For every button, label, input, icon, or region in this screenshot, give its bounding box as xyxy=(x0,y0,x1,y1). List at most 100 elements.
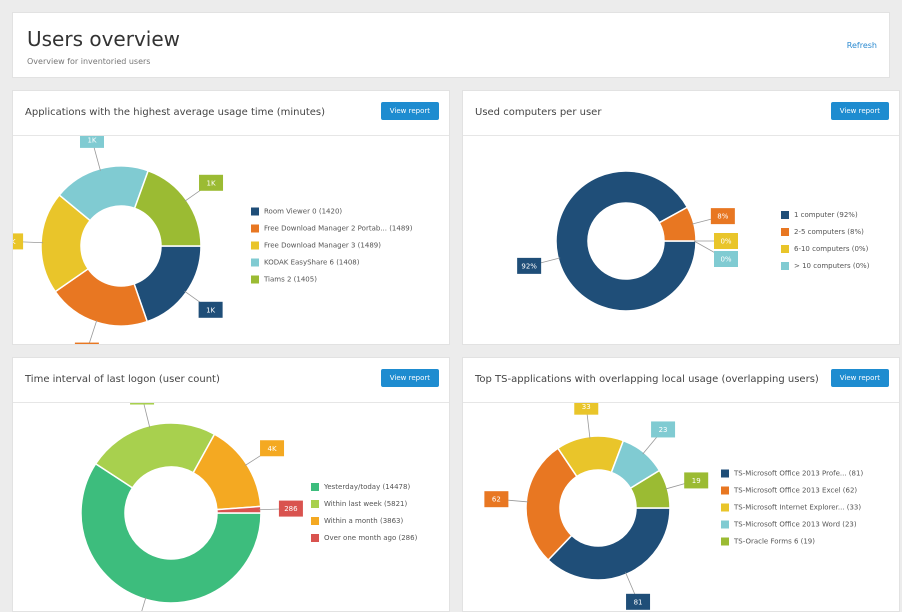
legend-swatch xyxy=(721,469,729,478)
page-subtitle: Overview for inventoried users xyxy=(27,57,151,66)
legend-swatch xyxy=(251,258,259,267)
leader-line xyxy=(141,597,147,611)
label-box xyxy=(710,208,735,225)
label-box xyxy=(714,251,738,267)
chart: 92% 1 computer (92%) 8% 2-5 computers (8%) 0… xyxy=(517,170,870,312)
legend-swatch xyxy=(251,207,259,216)
label-box xyxy=(626,593,651,610)
legend-label: Over one month ago (286) xyxy=(324,534,418,542)
panel-title: Time interval of last logon (user count) xyxy=(25,374,220,385)
panel-title: Used computers per user xyxy=(475,107,602,118)
legend-swatch xyxy=(311,517,319,525)
legend-swatch xyxy=(721,520,729,529)
legend-label: TS-Microsoft Office 2013 Excel (62) xyxy=(733,487,857,495)
chart: 1K Room Viewer 0 (1420) 1K Free Download Ma… xyxy=(13,136,413,344)
donut-segment xyxy=(525,447,578,562)
panel-title: Applications with the highest average us… xyxy=(25,107,326,118)
view-report-button[interactable]: View report xyxy=(380,102,439,120)
legend-swatch xyxy=(311,500,319,508)
legend-label: 1 computer (92%) xyxy=(794,211,858,219)
divider xyxy=(463,135,899,136)
legend-swatch xyxy=(721,503,729,512)
legend-label: Within a month (3863) xyxy=(324,517,404,525)
legend-label: 2-5 computers (8%) xyxy=(794,228,864,236)
view-report-button[interactable]: View report xyxy=(830,102,889,120)
legend-swatch xyxy=(311,483,319,491)
divider xyxy=(13,135,449,136)
view-report-button[interactable]: View report xyxy=(380,369,439,387)
legend-swatch xyxy=(311,534,319,542)
legend-swatch xyxy=(721,486,729,495)
label-box xyxy=(199,174,224,191)
page-title: Users overview xyxy=(27,27,181,51)
legend-swatch xyxy=(251,224,259,233)
donut-segment xyxy=(555,170,697,312)
legend-label: > 10 computers (0%) xyxy=(794,262,870,270)
donut-segment xyxy=(80,462,262,604)
label-box xyxy=(13,233,24,250)
data-label: 0% xyxy=(720,256,731,264)
legend-label: TS-Microsoft Internet Explorer... (33) xyxy=(733,504,861,512)
label-box xyxy=(130,403,155,405)
donut-segment xyxy=(94,422,216,489)
label-box xyxy=(79,136,104,148)
label-box xyxy=(278,500,303,517)
legend-label: Within last week (5821) xyxy=(324,500,408,508)
divider xyxy=(463,402,899,403)
legend-swatch xyxy=(251,275,259,284)
legend-label: Free Download Manager 2 Portab... (1489) xyxy=(264,225,413,233)
donut-segment xyxy=(133,169,202,247)
leader-line xyxy=(88,320,98,344)
data-label: 23 xyxy=(659,426,668,434)
panel-title: Top TS-applications with overlapping loc… xyxy=(475,374,819,385)
legend-label: TS-Microsoft Office 2013 Profe... (81) xyxy=(733,470,863,478)
view-report-button[interactable]: View report xyxy=(830,369,889,387)
label-box xyxy=(651,421,676,438)
divider xyxy=(13,402,449,403)
legend-label: 6-10 computers (0%) xyxy=(794,245,869,253)
panel: Applications with the highest average us… xyxy=(12,90,450,345)
data-label: 1K xyxy=(87,136,96,144)
label-box xyxy=(484,491,509,508)
donut-segment xyxy=(216,505,262,514)
data-label: 19 xyxy=(692,477,701,485)
label-box xyxy=(517,257,542,274)
donut-segment xyxy=(133,245,202,323)
data-label: 62 xyxy=(492,496,501,504)
label-box xyxy=(714,233,738,249)
data-label: 4K xyxy=(268,445,277,453)
data-label: 92% xyxy=(521,262,537,270)
legend-swatch xyxy=(251,241,259,250)
data-label: 33 xyxy=(582,403,591,411)
header: Users overview Overview for inventoried … xyxy=(12,12,890,78)
legend-label: KODAK EasyShare 6 (1408) xyxy=(264,259,360,267)
legend-label: TS-Oracle Forms 6 (19) xyxy=(733,538,815,546)
data-label: 8% xyxy=(717,213,728,221)
legend-swatch xyxy=(781,245,789,253)
chart: 81 TS-Microsoft Office 2013 Profe... (81)… xyxy=(484,403,863,610)
legend-swatch xyxy=(781,228,789,236)
data-label: 1K xyxy=(13,238,16,246)
data-label: 286 xyxy=(284,505,298,513)
data-label: 81 xyxy=(634,598,643,606)
legend-swatch xyxy=(781,262,789,270)
data-label: 1K xyxy=(207,179,216,187)
legend-label: Room Viewer 0 (1420) xyxy=(264,208,342,216)
refresh-link[interactable]: Refresh xyxy=(846,41,877,50)
label-box xyxy=(74,342,99,344)
label-box xyxy=(260,440,285,457)
panel: Used computers per user View report 92% 1 c… xyxy=(462,90,900,345)
legend-label: Yesterday/today (14478) xyxy=(323,483,410,491)
data-label: 0% xyxy=(720,238,731,246)
label-box xyxy=(574,403,599,415)
panel: Time interval of last logon (user count)… xyxy=(12,357,450,612)
label-box xyxy=(198,301,223,318)
legend-label: TS-Microsoft Office 2013 Word (23) xyxy=(733,521,857,529)
legend-label: Tiams 2 (1405) xyxy=(263,276,317,284)
leader-line xyxy=(143,403,151,428)
legend-label: Free Download Manager 3 (1489) xyxy=(264,242,381,250)
panel: Top TS-applications with overlapping loc… xyxy=(462,357,900,612)
donut-segment xyxy=(629,469,671,509)
legend-swatch xyxy=(781,211,789,219)
